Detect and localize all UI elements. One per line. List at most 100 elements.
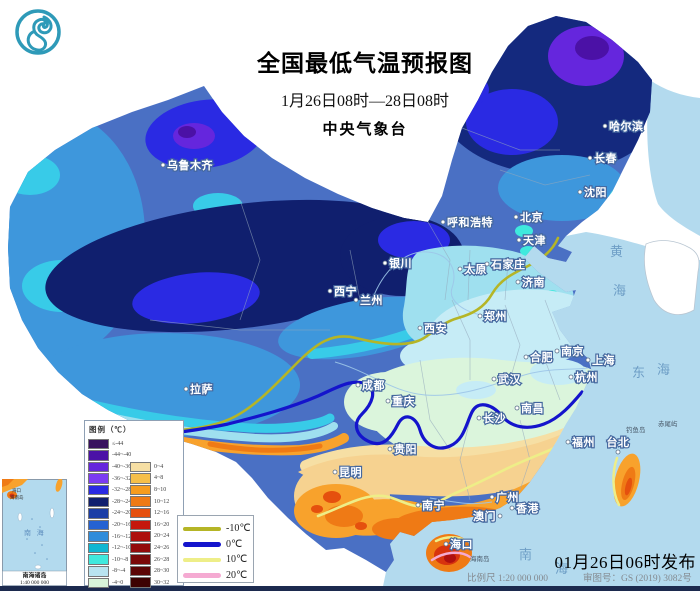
city-dot [516,237,522,243]
city-marker: 杭州 [568,369,599,385]
temperature-legend: 图例（℃） ≤-44 -44~-40 -40~-36 -36~-32 -32~-28 -2… [84,420,184,589]
legend-row: 8~10 [130,484,169,496]
city-label: 成都 [362,378,385,392]
legend-swatch [88,508,109,519]
legend-swatch [130,507,151,519]
city-marker: 成都 [355,377,386,393]
isoline-legend-row: 0℃ [183,537,249,553]
city-label: 南京 [561,344,584,358]
city-dot [415,502,421,508]
legend-swatch [88,461,109,473]
city-dot [332,469,338,475]
island-name-label: 钓鱼岛 [626,425,646,434]
title-block: 全国最低气温预报图 1月26日08时—28日08时 中央气象台 [205,44,525,139]
sea-japan [647,80,700,236]
legend-row: 10~12 [130,496,169,508]
inset-sea-label: 南 海 [24,528,46,537]
city-label: 石家庄 [490,257,526,271]
legend-range-label: -24~-20 [112,510,132,517]
city-dot [489,494,495,500]
city-dot [509,505,515,511]
legend-swatch [130,496,151,507]
legend-row: -4~0 [88,577,131,589]
legend-range-label: ≤-44 [112,440,124,447]
city-marker: 合肥 [523,349,554,365]
legend-swatch [130,531,151,542]
legend-swatch [88,473,109,484]
city-dot [568,374,574,380]
legend-range-label: 10~12 [154,498,170,505]
city-label: 长沙 [483,411,506,425]
city-marker: 香港 [509,500,540,516]
city-dot [476,415,482,421]
isoline-swatch [183,557,221,562]
legend-swatch [88,496,109,508]
legend-range-label: -40~-36 [112,463,132,470]
city-dot [160,162,166,168]
legend-swatch [130,542,151,554]
city-label: 上海 [592,353,615,367]
city-marker: 海口 [443,536,474,552]
isoline-legend-row: -10℃ [183,521,251,537]
city-marker: 西安 [417,320,448,336]
city-dot [484,261,490,267]
city-label: 南昌 [521,401,544,415]
legend-row: 28~30 [130,565,169,577]
city-label: 银川 [389,256,412,270]
legend-swatch [130,577,151,588]
city-marker: 济南 [515,274,546,290]
city-dot [387,446,393,452]
inset-title: 南海诸岛 [22,572,46,580]
isoline-0 [126,380,584,450]
legend-row: -40~-36 [88,461,131,473]
city-marker: 南昌 [514,400,545,416]
legend-swatch [130,473,151,484]
sea-name-label: 海 [555,561,569,576]
legend-range-label: 8~10 [154,486,167,493]
inset-scale: 1:40 000 000 [20,580,49,586]
taiwan-island [613,453,641,507]
legend-row: 30~32 [130,577,169,589]
isoline-label: 10℃ [226,554,248,566]
korea-landmass [644,240,700,315]
legend-row: -8~-4 [88,566,131,578]
city-label: 西宁 [334,284,357,298]
legend-row: -20~-16 [88,519,131,531]
map-approval-number: 审图号：GS (2019) 3082号 [583,574,692,584]
city-dot [382,260,388,266]
legend-range-label: 28~30 [154,568,170,575]
city-label: 贵阳 [394,442,417,456]
city-marker: 贵阳 [387,441,418,457]
city-marker: 长春 [587,150,618,166]
city-dot [602,123,608,129]
legend-row: 4~8 [130,473,169,485]
city-marker: 武汉 [491,371,522,387]
city-label: 乌鲁木齐 [167,158,213,172]
city-label: 香港 [515,501,539,515]
legend-row: -10~-8 [88,554,131,566]
issue-time: 01月26日06时发布 [554,553,696,572]
island-name-label: 海南岛 [470,554,490,563]
island-label-layer: 海南岛 钓鱼岛 赤尾屿 [470,419,678,563]
legend-range-label: 24~26 [154,544,170,551]
city-label: 武汉 [498,372,521,386]
city-label: 呼和浩特 [447,215,493,229]
legend-row: 24~26 [130,542,169,554]
legend-range-label: -32~-28 [112,487,132,494]
city-label: 昆明 [339,466,362,479]
city-label: 长春 [594,151,617,165]
city-dot [513,214,519,220]
city-dot [457,266,463,272]
province-borders [149,127,591,501]
legend-swatch [130,484,151,496]
sea-name-label: 南 [519,547,533,562]
city-label: 郑州 [484,309,507,323]
city-marker: 澳门 [472,508,503,524]
city-dot [477,313,483,319]
city-marker: 台北 [605,434,630,455]
legend-swatch [130,461,151,473]
isoline-swatch [183,573,221,578]
legend-range-label: -4~0 [112,579,124,586]
legend-row: 26~28 [130,554,169,566]
